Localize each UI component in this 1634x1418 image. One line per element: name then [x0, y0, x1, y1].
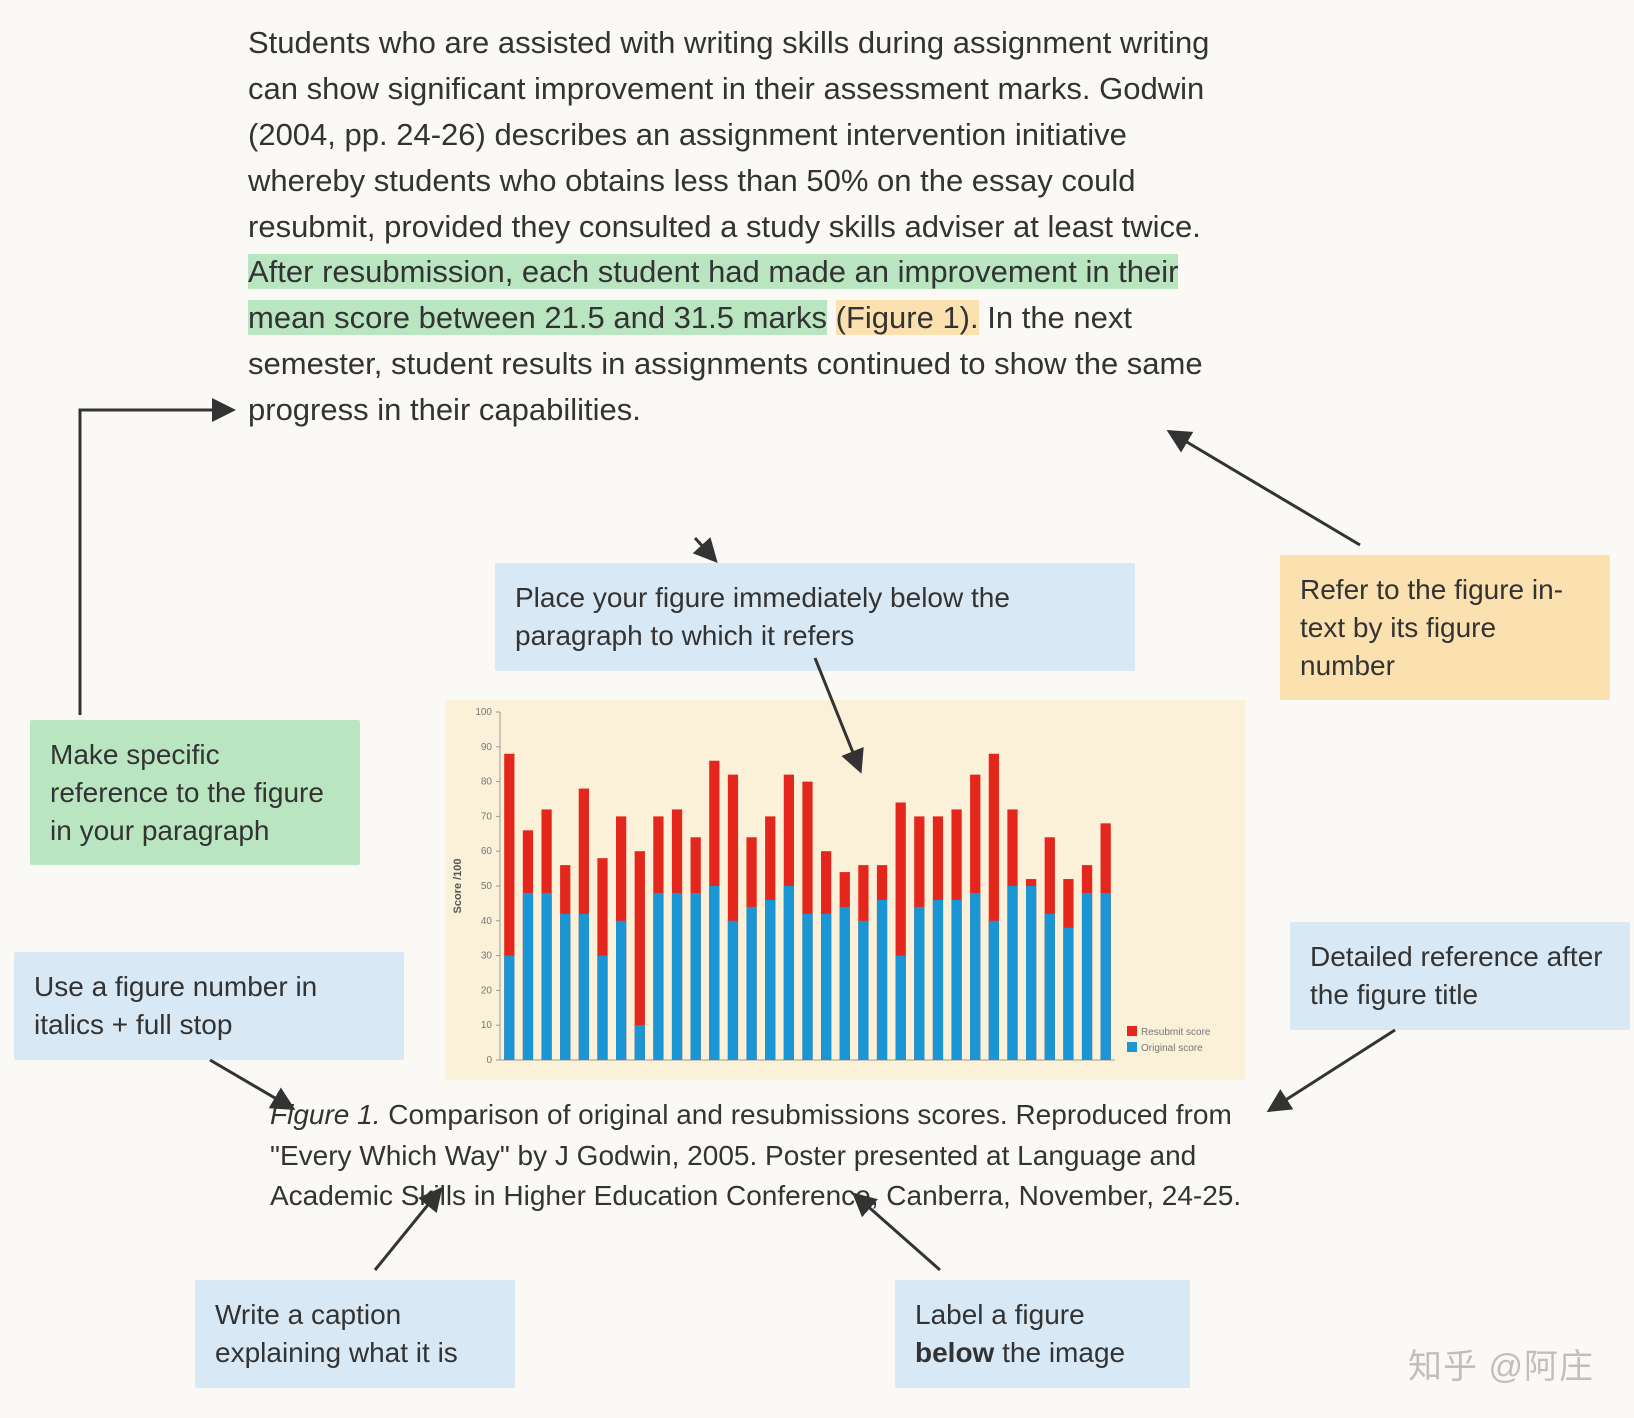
svg-text:50: 50: [481, 881, 493, 892]
callout-use-fignum: Use a figure number in italics + full st…: [14, 952, 404, 1060]
svg-text:Original score: Original score: [1141, 1043, 1203, 1054]
callout-label-below: Label a figure below the image: [895, 1280, 1190, 1388]
callout-write-caption: Write a caption explaining what it is: [195, 1280, 515, 1388]
figure-caption-text: Comparison of original and resubmissions…: [270, 1099, 1241, 1211]
figure-caption: Figure 1. Comparison of original and res…: [270, 1095, 1280, 1217]
body-paragraph: Students who are assisted with writing s…: [248, 20, 1238, 433]
svg-text:90: 90: [481, 742, 493, 753]
para-space: [827, 300, 836, 335]
callout-make-specific: Make specific reference to the figure in…: [30, 720, 360, 865]
svg-text:0: 0: [486, 1055, 492, 1066]
label-below-bold: below: [915, 1337, 994, 1368]
callout-refer-intext: Refer to the figure in-text by its figur…: [1280, 555, 1610, 700]
svg-text:Resubmit score: Resubmit score: [1141, 1027, 1211, 1038]
svg-text:40: 40: [481, 916, 493, 927]
svg-text:100: 100: [475, 707, 492, 718]
watermark: 知乎 @阿庄: [1408, 1339, 1594, 1388]
svg-text:80: 80: [481, 777, 493, 788]
svg-text:30: 30: [481, 951, 493, 962]
svg-text:70: 70: [481, 811, 493, 822]
svg-text:20: 20: [481, 985, 493, 996]
callout-place-below: Place your figure immediately below the …: [495, 563, 1135, 671]
para-highlight-orange: (Figure 1).: [836, 300, 979, 335]
figure-number: Figure 1.: [270, 1099, 381, 1130]
label-below-post: the image: [994, 1337, 1125, 1368]
figure-chart: 0 10 20 30 40 50 60 70 80 90 100 Score /100 Resubmit…: [445, 700, 1245, 1080]
svg-text:Score /100: Score /100: [452, 858, 464, 913]
callout-detailed-ref: Detailed reference after the figure titl…: [1290, 922, 1630, 1030]
svg-text:60: 60: [481, 846, 493, 857]
svg-text:10: 10: [481, 1020, 493, 1031]
para-plain-before: Students who are assisted with writing s…: [248, 25, 1209, 244]
label-below-pre: Label a figure: [915, 1299, 1085, 1330]
